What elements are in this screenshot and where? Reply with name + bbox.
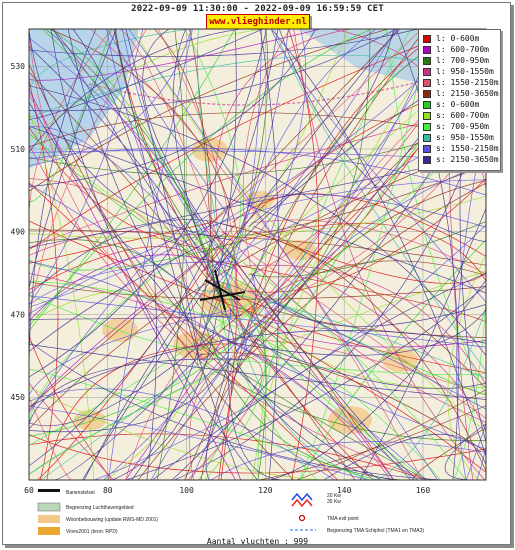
legend-swatch	[423, 133, 431, 142]
x-tick-label: 100	[179, 486, 194, 495]
legend-item: l: 2150-3650m	[423, 89, 499, 99]
legend-swatch	[423, 155, 431, 164]
legend-swatch	[423, 34, 431, 43]
key-tma-border-label: Begrenzing TMA Schiphol (TMA1 en TMA3)	[327, 528, 425, 534]
plot-border	[28, 28, 487, 481]
legend-item: l: 600-700m	[423, 45, 489, 55]
legend-item: s: 1550-2150m	[423, 144, 499, 154]
legend-item: s: 0-600m	[423, 100, 479, 110]
legend: l: 0-600m l: 600-700m l: 700-950m l: 950-15…	[418, 29, 501, 171]
airport-swatch	[37, 502, 61, 512]
legend-swatch	[423, 45, 431, 54]
vinex-swatch	[38, 527, 60, 535]
housing-area	[102, 318, 138, 342]
y-tick-label: 490	[11, 228, 26, 237]
key-runway-label: Banenstelsel	[66, 490, 95, 496]
x-tick-label: 60	[24, 486, 34, 495]
legend-label: s: 2150-3650m	[436, 155, 499, 164]
legend-item: l: 1550-2150m	[423, 78, 499, 88]
y-tick-label: 510	[11, 145, 26, 154]
legend-label: s: 600-700m	[436, 111, 489, 120]
key-tma-exit-label: TMA exit point	[327, 516, 359, 522]
x-tick-label: 140	[337, 486, 352, 495]
legend-swatch	[423, 56, 431, 65]
legend-label: s: 700-950m	[436, 122, 489, 131]
legend-item: s: 600-700m	[423, 111, 489, 121]
legend-swatch	[423, 111, 431, 120]
legend-item: s: 950-1550m	[423, 133, 494, 143]
flight-count: Aantal vluchten : 999	[206, 537, 309, 546]
legend-label: s: 950-1550m	[436, 133, 494, 142]
key-housing-label: Woonbebouwing (update RWS-MD 2001)	[66, 517, 159, 523]
legend-item: l: 700-950m	[423, 56, 489, 66]
key-airport-label: Begrenzing Luchthavengebied	[66, 505, 134, 511]
y-tick-label: 530	[11, 62, 26, 71]
legend-label: l: 2150-3650m	[436, 89, 499, 98]
legend-item: s: 700-950m	[423, 122, 489, 132]
housing-swatch	[38, 515, 60, 523]
runway	[214, 269, 226, 311]
legend-label: s: 1550-2150m	[436, 144, 499, 153]
chart-title: 2022-09-09 11:30:00 - 2022-09-09 16:59:5…	[131, 4, 384, 14]
legend-label: l: 950-1550m	[436, 67, 494, 76]
legend-swatch	[423, 78, 431, 87]
legend-label: s: 0-600m	[436, 100, 480, 109]
legend-swatch	[423, 67, 431, 76]
legend-swatch	[423, 144, 431, 153]
key-vinex-label: Vinex2001 (bron: RPD)	[66, 529, 118, 535]
x-tick-label: 120	[258, 486, 273, 495]
y-tick-label: 470	[11, 310, 26, 319]
legend-swatch	[423, 122, 431, 131]
flight-track-group	[29, 29, 486, 480]
kw35-icon	[291, 498, 313, 508]
runway	[199, 291, 246, 301]
legend-swatch	[423, 89, 431, 98]
key-kw20-label: 20 Kw	[327, 493, 341, 499]
x-tick-label: 160	[416, 486, 431, 495]
legend-item: l: 950-1550m	[423, 67, 494, 77]
legend-label: l: 1550-2150m	[436, 78, 499, 87]
kw20-icon	[291, 492, 313, 502]
legend-label: l: 700-950m	[436, 56, 489, 65]
runway-swatch	[38, 489, 60, 492]
runway	[204, 279, 241, 301]
legend-swatch	[423, 100, 431, 109]
key-kw35-label: 35 Kw	[327, 499, 341, 505]
legend-label: l: 0-600m	[436, 34, 480, 43]
y-tick-label: 450	[11, 393, 26, 402]
legend-label: l: 600-700m	[436, 45, 489, 54]
tma-exit-icon	[298, 514, 306, 522]
housing-area	[192, 138, 228, 162]
flight-track-group	[29, 29, 486, 480]
legend-item: s: 2150-3650m	[423, 155, 499, 165]
x-tick-label: 80	[103, 486, 113, 495]
legend-item: l: 0-600m	[423, 34, 479, 44]
